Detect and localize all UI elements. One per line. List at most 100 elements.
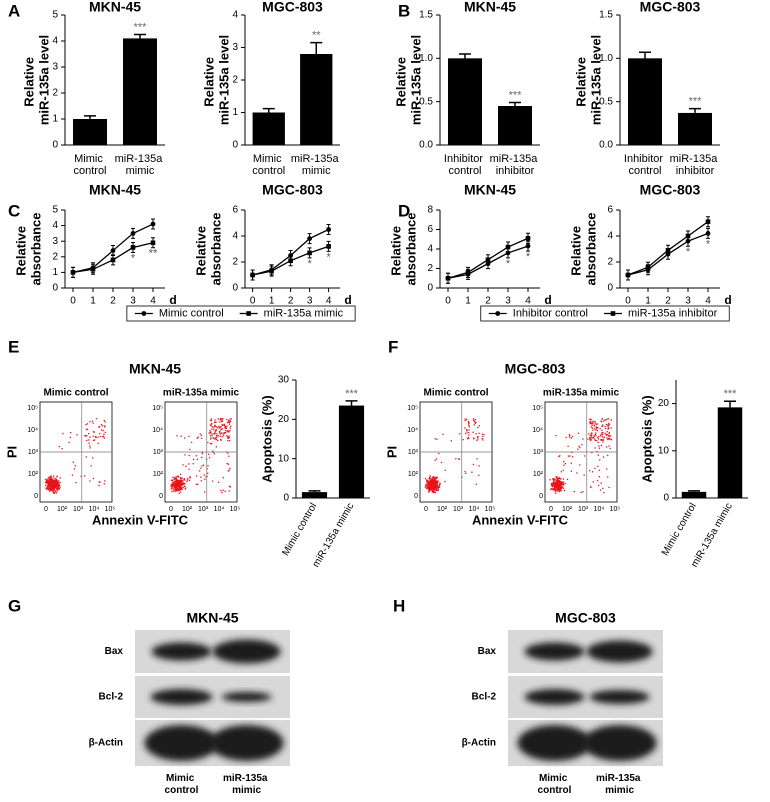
flow-dot — [581, 443, 583, 446]
flow-dot — [46, 486, 49, 488]
flow-dot — [181, 480, 184, 483]
flow-dot — [57, 480, 59, 482]
significance: * — [307, 258, 312, 270]
flow-dot — [188, 468, 190, 470]
flow-dot — [608, 427, 610, 429]
panel-letter: F — [388, 337, 398, 356]
flow-dot — [209, 431, 212, 434]
flow-dot — [468, 426, 471, 428]
flow-dot — [211, 428, 213, 430]
flow-dot — [227, 419, 230, 422]
flow-dot — [89, 436, 91, 438]
x-tick-label: miR-135a mimic — [311, 501, 357, 569]
flow-dot — [51, 478, 54, 481]
flow-dot — [444, 469, 446, 471]
flow-dot — [214, 421, 216, 423]
flow-dot — [472, 437, 475, 439]
bar — [300, 54, 333, 145]
x-tick-label: miR-135a inhibitor — [490, 153, 541, 177]
error-bar — [310, 41, 323, 54]
flow-dot — [54, 490, 57, 492]
flow-dot — [577, 432, 580, 435]
flow-dot — [49, 489, 52, 491]
flow-dot — [430, 488, 432, 491]
flow-dot — [196, 437, 198, 439]
flow-dot — [435, 486, 437, 489]
flow-dot — [592, 429, 594, 431]
flow-dot — [465, 472, 467, 474]
flow-dot — [597, 441, 599, 444]
flow-dot — [199, 433, 201, 435]
x-tick-label: Mimic control — [252, 153, 285, 177]
flow-dot — [98, 426, 100, 428]
flow-x-tick-label: 10³ — [453, 506, 464, 513]
chart-title: MKN-45 — [464, 182, 516, 198]
flow-dot — [56, 488, 59, 490]
flow-x-tick-label: 10³ — [198, 506, 209, 513]
error-cap — [151, 237, 155, 249]
flow-dot — [601, 429, 603, 431]
flow-dot — [602, 487, 604, 490]
flow-dot — [172, 476, 174, 479]
flow-dot — [51, 477, 53, 480]
legend-item: Mimic control — [134, 307, 224, 319]
flow-dot — [202, 464, 205, 466]
flow-dot — [86, 423, 89, 425]
flow-x-tick-label: 10⁴ — [89, 506, 100, 513]
x-tick-label: 3 — [130, 296, 136, 307]
flow-dot — [223, 423, 226, 425]
significance: * — [686, 246, 691, 258]
flow-dot — [200, 434, 203, 437]
flow-dot — [177, 475, 179, 477]
flow-dot — [220, 426, 222, 428]
flow-dot — [218, 427, 221, 429]
flow-dot — [430, 486, 433, 488]
flow-dot — [54, 485, 56, 487]
flow-dot — [569, 436, 571, 438]
flow-dot — [227, 439, 229, 442]
significance: *** — [689, 96, 703, 108]
flow-dot — [433, 479, 435, 481]
flow-x-tick-label: 0 — [424, 506, 428, 513]
flow-dot — [225, 426, 227, 428]
error-bar — [509, 101, 521, 106]
flow-dot — [226, 418, 228, 421]
flow-dot — [175, 479, 178, 481]
flow-dot — [475, 433, 477, 435]
flow-dot — [226, 431, 228, 433]
flow-dot — [84, 434, 87, 437]
flow-dot — [478, 465, 480, 467]
flow-dot — [89, 421, 91, 423]
flow-dot — [434, 459, 436, 461]
flow-dot — [51, 488, 54, 491]
flow-dot — [428, 491, 430, 493]
y-tick-label: 4 — [52, 220, 58, 231]
flow-x-tick-label: 10⁵ — [105, 506, 116, 513]
flow-dot — [189, 477, 191, 479]
flow-dot — [591, 434, 593, 436]
flow-dot — [99, 426, 101, 428]
flow-dot — [221, 491, 223, 494]
flow-dot — [58, 488, 60, 490]
flow-dot — [220, 435, 222, 438]
flow-dot — [571, 435, 574, 438]
flow-dot — [429, 489, 431, 491]
flow-dot — [570, 437, 572, 439]
flow-dot — [589, 420, 592, 422]
flow-dot — [222, 424, 225, 426]
flow-dot — [608, 434, 610, 437]
bar — [628, 58, 662, 146]
flow-dot — [593, 424, 595, 427]
panel-letter: A — [8, 1, 20, 20]
flow-dot — [430, 480, 432, 482]
flow-dot — [554, 492, 557, 495]
flow-dot — [607, 428, 609, 430]
flow-dot — [219, 419, 222, 421]
flow-dot — [549, 479, 551, 481]
flow-dot — [53, 477, 55, 479]
flow-dot — [214, 424, 216, 426]
bar — [448, 58, 482, 146]
x-tick-label: 0 — [250, 296, 256, 307]
flow-dot — [229, 418, 231, 420]
flow-dot — [49, 480, 51, 482]
